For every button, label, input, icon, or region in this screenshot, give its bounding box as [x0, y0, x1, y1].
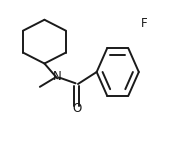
Text: O: O — [72, 102, 81, 115]
Text: F: F — [141, 17, 148, 30]
Text: N: N — [53, 70, 62, 83]
